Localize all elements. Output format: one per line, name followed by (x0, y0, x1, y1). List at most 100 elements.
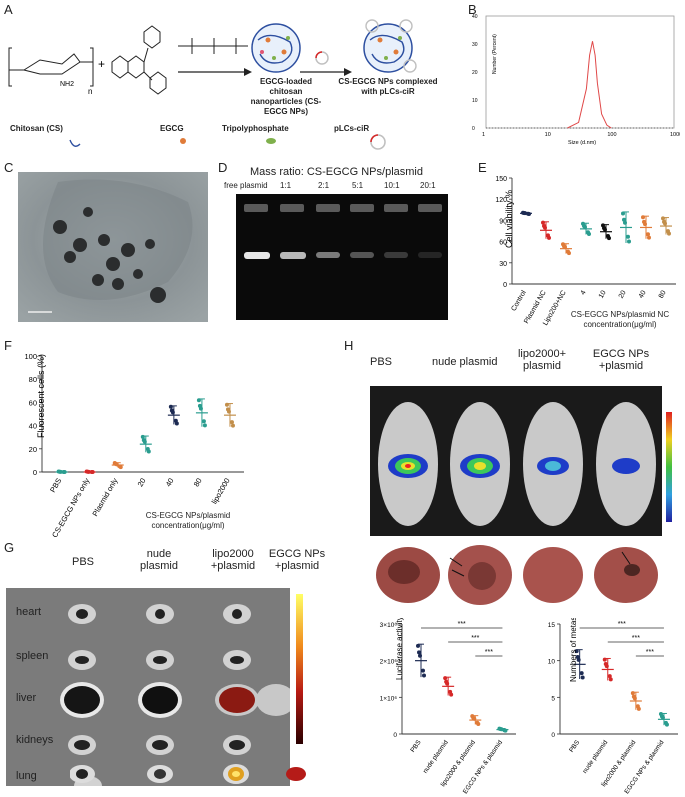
g-col-0: PBS (72, 556, 95, 568)
b-xtick: 1000 (670, 132, 680, 138)
lane-1: 1:1 (280, 181, 292, 190)
data-point (422, 673, 426, 678)
lane-2: 2:1 (318, 181, 330, 190)
data-point (141, 438, 146, 443)
b-size-distribution-line (567, 41, 612, 129)
data-point (62, 470, 67, 474)
lane-3: 5:1 (352, 181, 364, 190)
data-point (621, 211, 625, 216)
data-point (567, 251, 571, 256)
data-point (562, 244, 566, 249)
panel-label-e: E (478, 160, 487, 175)
category-label: 40 (164, 477, 176, 489)
significance-label: *** (618, 621, 626, 628)
g-row-1: spleen (16, 650, 49, 662)
data-point (498, 727, 503, 732)
data-point (118, 465, 123, 470)
category-label: Plasmid only (90, 476, 119, 518)
significance-label: *** (632, 635, 640, 642)
data-point (626, 234, 630, 239)
category-label: PBS (409, 739, 423, 754)
panel-label-h: H (344, 338, 354, 353)
y-tick-label: 120 (495, 197, 507, 204)
b-xlabel: Size (d.nm) (568, 140, 596, 146)
plus-sign: + (98, 57, 105, 71)
data-point (140, 434, 145, 439)
y-tick-label: 150 (495, 176, 507, 183)
d-title: Mass ratio: CS-EGCG NPs/plasmid (250, 166, 423, 178)
g-row-2: liver (16, 692, 37, 704)
data-point (587, 231, 591, 236)
data-point (503, 728, 508, 733)
panel-label-a: A (4, 2, 13, 17)
data-point (607, 674, 612, 679)
category-label: 4 (580, 289, 588, 296)
significance-label: *** (485, 649, 493, 656)
category-label: Control (510, 289, 528, 312)
panel-a-schematic: n NH2 + (8, 19, 417, 150)
y-tick-label: 0 (503, 282, 507, 289)
category-label: nude plasmid (581, 739, 609, 775)
data-point (443, 676, 448, 681)
lane-0: free plasmid (224, 181, 268, 190)
y-tick-label: 80 (29, 375, 37, 384)
category-label: 20 (136, 477, 148, 489)
label-cs-egcg-nps: EGCG-loaded chitosan nanoparticles (CS-E… (250, 77, 322, 116)
data-point (444, 679, 449, 684)
data-point (113, 461, 118, 466)
d-lanes: free plasmid 1:1 2:1 5:1 10:1 20:1 (224, 181, 448, 193)
data-point (646, 232, 650, 237)
y-tick-label: 5 (551, 695, 555, 702)
data-point (416, 643, 420, 648)
category-label: PBS (568, 739, 582, 754)
b-ytick: 30 (472, 42, 478, 48)
panel-label-f: F (4, 338, 12, 353)
data-point (197, 403, 202, 408)
data-point (230, 423, 235, 428)
data-point (659, 714, 664, 719)
g-organ-image (6, 588, 296, 796)
data-point (476, 722, 481, 727)
data-point (417, 650, 421, 655)
h-col-3: EGCG NPs +plasmid (592, 348, 650, 372)
data-point (630, 691, 635, 696)
data-point (90, 470, 95, 474)
panel-label-b: B (468, 2, 477, 17)
b-xtick: 100 (607, 132, 616, 138)
y-tick-label: 100 (24, 352, 37, 361)
data-point (603, 661, 608, 666)
data-point (579, 671, 584, 676)
data-point (661, 216, 665, 221)
b-xtick: 1 (482, 132, 485, 138)
category-label: 80 (192, 477, 204, 489)
y-tick-label: 0 (33, 468, 37, 477)
data-point (642, 219, 646, 224)
data-point (582, 224, 586, 229)
data-point (418, 653, 422, 658)
data-point (85, 469, 90, 474)
g-organ-overlay (70, 764, 306, 784)
data-point (527, 211, 531, 216)
g-col-1: nude plasmid (140, 548, 178, 572)
data-point (547, 235, 551, 240)
data-point (631, 694, 636, 699)
category-label: 40 (638, 289, 648, 299)
category-label: PBS (48, 477, 63, 495)
panel-b-chart: 0 10 20 30 40 1 10 100 1000 Number (Percent) Siz… (472, 14, 680, 146)
h-column-headers: PBS nude plasmid lipo2000+ plasmid EGCG … (370, 346, 670, 384)
category-label: 10 (598, 289, 608, 299)
data-point (622, 217, 626, 222)
data-point (574, 649, 579, 654)
significance-label: *** (458, 621, 466, 628)
y-tick-label: 60 (29, 398, 37, 407)
g-row-0: heart (16, 606, 42, 618)
b-ytick: 0 (472, 126, 475, 132)
data-point (623, 220, 627, 225)
chitosan-n: n (88, 87, 92, 96)
panel-label-c: C (4, 160, 14, 175)
data-point (146, 449, 151, 454)
data-point (641, 215, 645, 220)
significance-label: *** (471, 635, 479, 642)
